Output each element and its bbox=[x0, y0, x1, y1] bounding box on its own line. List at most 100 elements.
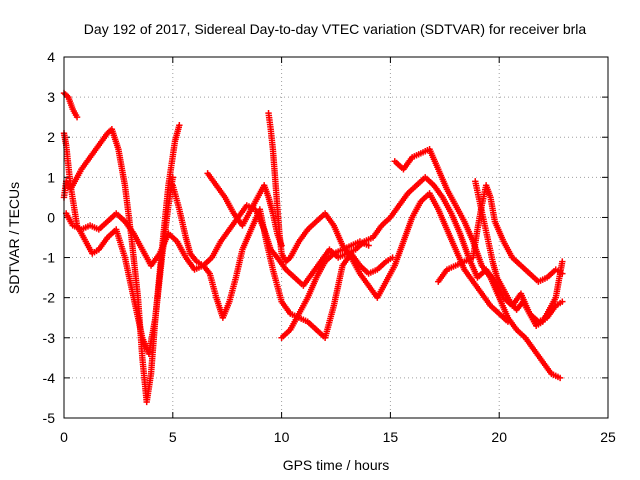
data-point-marker bbox=[348, 239, 361, 249]
data-points bbox=[60, 89, 566, 406]
data-point-marker bbox=[121, 218, 136, 235]
data-point-marker bbox=[295, 296, 310, 317]
data-point-marker bbox=[435, 268, 449, 285]
data-point-marker bbox=[369, 223, 384, 241]
y-tick-label: -2 bbox=[43, 290, 56, 306]
data-point-marker bbox=[282, 266, 297, 280]
data-point-marker bbox=[69, 105, 80, 119]
data-point-marker bbox=[287, 240, 302, 261]
data-point-marker bbox=[522, 334, 536, 352]
data-point-marker bbox=[552, 266, 564, 276]
data-point-marker bbox=[269, 146, 279, 179]
data-point-marker bbox=[546, 296, 558, 313]
data-point-marker bbox=[413, 175, 427, 189]
data-point-marker bbox=[169, 182, 182, 211]
data-point-marker bbox=[330, 247, 344, 257]
data-point-marker bbox=[461, 218, 476, 243]
data-point-marker bbox=[559, 298, 566, 305]
x-tick-label: 20 bbox=[491, 429, 507, 445]
y-tick-label: -4 bbox=[43, 370, 56, 386]
data-point-marker bbox=[313, 260, 328, 281]
data-point-marker bbox=[187, 250, 199, 264]
data-point-marker bbox=[217, 227, 232, 245]
data-point-marker bbox=[548, 370, 562, 381]
data-point-marker bbox=[86, 222, 100, 232]
data-point-marker bbox=[156, 232, 171, 257]
data-point-marker bbox=[108, 126, 121, 151]
data-point-marker bbox=[556, 374, 564, 382]
data-point-marker bbox=[526, 310, 539, 327]
data-point-marker bbox=[526, 270, 540, 284]
data-point-marker bbox=[274, 254, 288, 272]
series-arc-2 bbox=[60, 121, 183, 406]
data-point-marker bbox=[113, 226, 128, 259]
data-point-marker bbox=[282, 255, 293, 265]
data-point-marker bbox=[89, 247, 100, 257]
data-point-marker bbox=[95, 236, 110, 253]
data-point-marker bbox=[448, 210, 463, 235]
data-point-marker bbox=[173, 238, 188, 259]
data-point-marker bbox=[400, 155, 415, 173]
data-point-marker bbox=[152, 256, 165, 321]
data-point-marker bbox=[271, 174, 281, 207]
data-point-marker bbox=[430, 182, 445, 199]
data-point-marker bbox=[417, 147, 431, 157]
data-point-marker bbox=[539, 308, 552, 325]
data-point-marker bbox=[532, 319, 544, 329]
data-point-marker bbox=[395, 191, 410, 209]
data-point-marker bbox=[513, 326, 527, 340]
x-tick-label: 25 bbox=[600, 429, 616, 445]
data-point-marker bbox=[519, 298, 532, 315]
data-point-marker bbox=[435, 166, 450, 191]
data-point-marker bbox=[469, 278, 484, 296]
data-point-marker bbox=[130, 230, 145, 251]
x-tick-label: 0 bbox=[60, 429, 68, 445]
data-point-marker bbox=[530, 346, 545, 364]
chart-title: Day 192 of 2017, Sidereal Day-to-day VTE… bbox=[84, 21, 587, 37]
data-point-marker bbox=[147, 252, 162, 269]
series-arc-7 bbox=[265, 109, 512, 325]
data-point-marker bbox=[517, 262, 532, 276]
data-point-marker bbox=[478, 262, 493, 280]
data-point-marker bbox=[206, 270, 219, 299]
series-arc-8 bbox=[278, 238, 372, 341]
data-point-marker bbox=[69, 222, 83, 232]
data-point-marker bbox=[104, 127, 114, 137]
data-point-marker bbox=[456, 230, 472, 259]
data-point-marker bbox=[62, 210, 75, 227]
data-point-marker bbox=[435, 206, 450, 231]
data-point-marker bbox=[82, 238, 95, 255]
data-point-marker bbox=[130, 294, 146, 339]
data-point-marker bbox=[461, 255, 475, 265]
data-point-marker bbox=[452, 259, 466, 269]
plot-frame bbox=[63, 56, 609, 419]
data-point-marker bbox=[128, 234, 141, 299]
y-tick-label: -1 bbox=[43, 250, 56, 266]
data-point-marker bbox=[408, 200, 423, 221]
data-point-marker bbox=[213, 182, 227, 199]
data-point-marker bbox=[232, 248, 246, 281]
y-tick-label: 3 bbox=[47, 89, 55, 105]
data-point-marker bbox=[330, 222, 345, 247]
data-point-marker bbox=[278, 298, 293, 316]
data-point-marker bbox=[221, 194, 236, 215]
x-axis-label: GPS time / hours bbox=[283, 457, 390, 473]
data-point-marker bbox=[378, 215, 392, 229]
data-point-marker bbox=[104, 211, 118, 225]
data-point-marker bbox=[334, 251, 348, 261]
data-point-marker bbox=[269, 266, 285, 303]
data-point-marker bbox=[330, 264, 346, 309]
data-point-marker bbox=[387, 203, 402, 221]
data-point-marker bbox=[287, 312, 302, 333]
x-tick-labels: 0 5 10 15 20 25 bbox=[60, 429, 616, 445]
data-point-marker bbox=[193, 258, 205, 268]
data-point-marker bbox=[374, 259, 388, 273]
x-tick-label: 5 bbox=[169, 429, 177, 445]
data-point-marker bbox=[543, 267, 558, 281]
data-point-marker bbox=[500, 238, 515, 259]
data-point-marker bbox=[200, 262, 212, 276]
data-point-marker bbox=[143, 372, 154, 406]
data-point-marker bbox=[247, 192, 262, 213]
